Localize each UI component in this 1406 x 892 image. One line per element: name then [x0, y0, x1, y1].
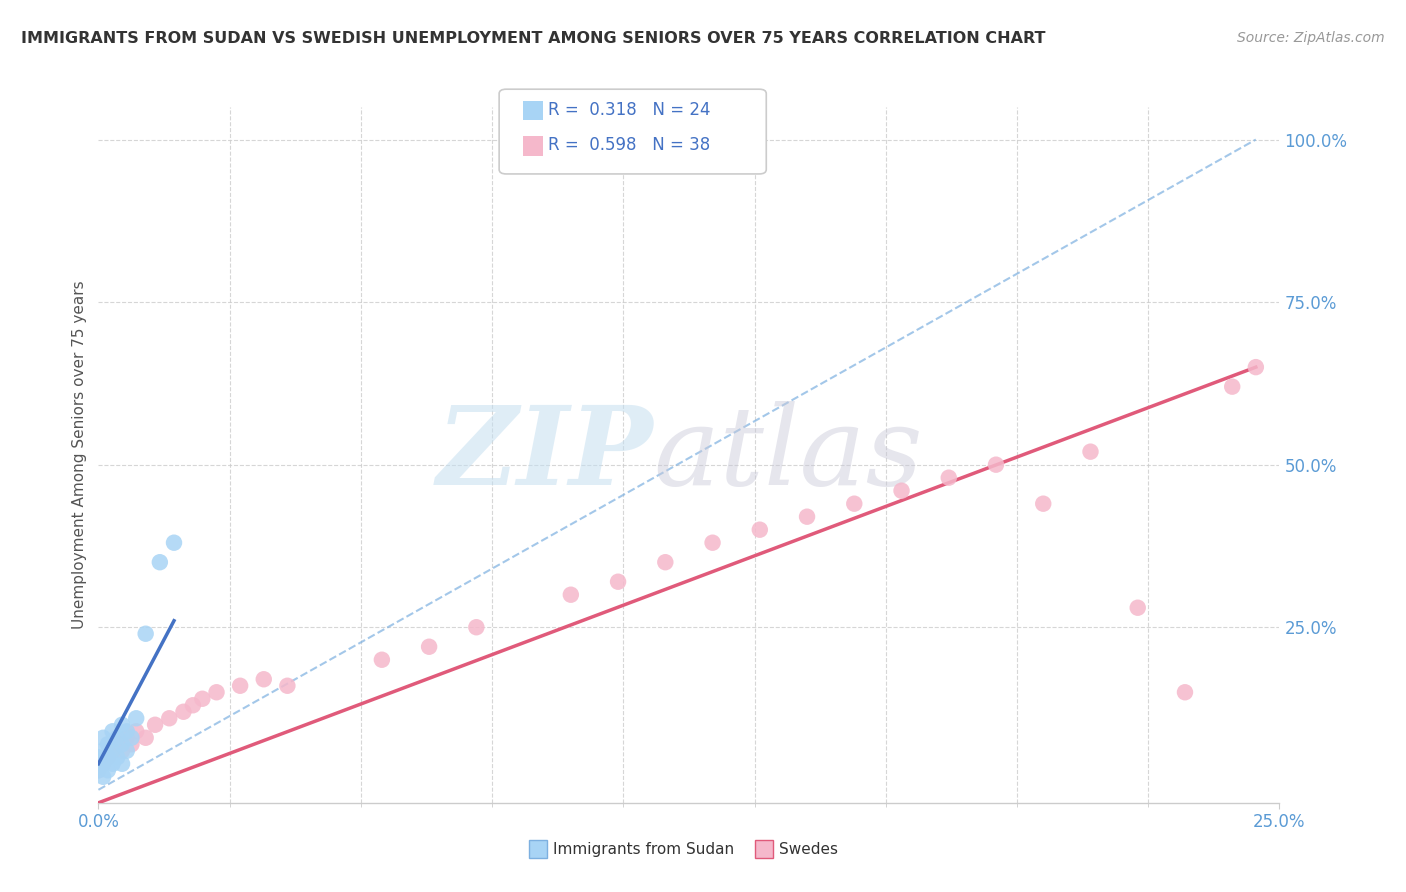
- Point: [105, 737, 128, 751]
- Point: [91, 731, 114, 745]
- Point: [115, 731, 138, 745]
- Text: R =  0.598   N = 38: R = 0.598 N = 38: [548, 136, 710, 154]
- Point: [607, 574, 630, 589]
- Point: [796, 509, 818, 524]
- Point: [97, 750, 120, 764]
- Point: [125, 711, 148, 725]
- Point: [101, 744, 124, 758]
- Point: [87, 764, 110, 778]
- Point: [149, 555, 172, 569]
- Point: [172, 705, 194, 719]
- Point: [1220, 379, 1243, 393]
- Point: [101, 744, 124, 758]
- Point: [91, 770, 114, 784]
- Text: ZIP: ZIP: [437, 401, 654, 508]
- Point: [157, 711, 180, 725]
- Point: [1080, 444, 1102, 458]
- Text: atlas: atlas: [654, 401, 924, 508]
- Point: [163, 535, 186, 549]
- Point: [115, 744, 138, 758]
- Point: [111, 744, 134, 758]
- Point: [111, 718, 134, 732]
- Point: [276, 679, 298, 693]
- Point: [984, 458, 1007, 472]
- Point: [205, 685, 228, 699]
- Point: [191, 691, 214, 706]
- Point: [1126, 600, 1149, 615]
- Text: Swedes: Swedes: [779, 842, 838, 856]
- Point: [253, 672, 276, 686]
- Point: [181, 698, 204, 713]
- Point: [115, 724, 138, 739]
- Point: [748, 523, 770, 537]
- Point: [844, 497, 866, 511]
- Point: [371, 653, 394, 667]
- Point: [890, 483, 912, 498]
- Point: [105, 731, 128, 745]
- Point: [229, 679, 252, 693]
- Point: [654, 555, 676, 569]
- Point: [105, 750, 128, 764]
- Point: [91, 756, 114, 771]
- Point: [1244, 360, 1267, 375]
- Point: [1174, 685, 1197, 699]
- Point: [143, 718, 166, 732]
- Point: [97, 737, 120, 751]
- Point: [111, 737, 134, 751]
- Point: [135, 731, 157, 745]
- Point: [418, 640, 440, 654]
- Point: [121, 737, 143, 751]
- Point: [702, 535, 724, 549]
- Text: IMMIGRANTS FROM SUDAN VS SWEDISH UNEMPLOYMENT AMONG SENIORS OVER 75 YEARS CORREL: IMMIGRANTS FROM SUDAN VS SWEDISH UNEMPLO…: [21, 31, 1046, 46]
- Text: Source: ZipAtlas.com: Source: ZipAtlas.com: [1237, 31, 1385, 45]
- Point: [97, 764, 120, 778]
- Point: [101, 724, 124, 739]
- Y-axis label: Unemployment Among Seniors over 75 years: Unemployment Among Seniors over 75 years: [72, 281, 87, 629]
- Point: [87, 764, 110, 778]
- Point: [465, 620, 488, 634]
- Point: [938, 471, 960, 485]
- Point: [125, 724, 148, 739]
- Text: R =  0.318   N = 24: R = 0.318 N = 24: [548, 101, 711, 119]
- Point: [87, 750, 110, 764]
- Point: [111, 756, 134, 771]
- Point: [560, 588, 582, 602]
- Point: [91, 744, 114, 758]
- Point: [101, 756, 124, 771]
- Text: Immigrants from Sudan: Immigrants from Sudan: [553, 842, 734, 856]
- Point: [97, 750, 120, 764]
- Point: [121, 731, 143, 745]
- Point: [135, 626, 157, 640]
- Point: [1032, 497, 1054, 511]
- Point: [91, 756, 114, 771]
